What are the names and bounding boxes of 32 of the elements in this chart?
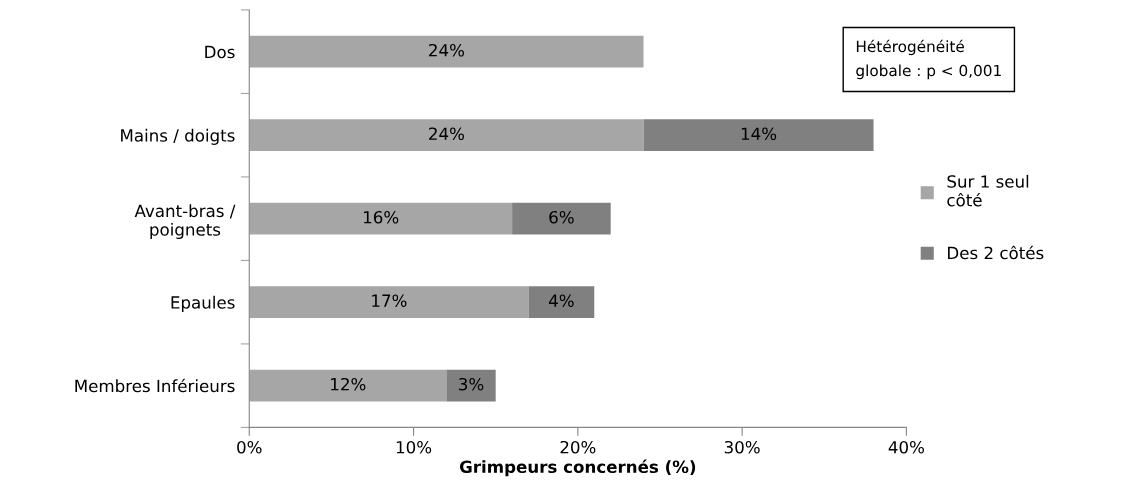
data-label: 3% — [459, 377, 484, 391]
annotation: Hétérogénéité globale : p < 0,001 — [856, 39, 1001, 80]
y-tick-label: Membres Inférieurs — [75, 378, 235, 393]
y-tick-label: Mains / doigts — [121, 128, 235, 145]
bar — [643, 119, 874, 152]
bar — [249, 119, 644, 152]
legend-label: Sur 1 seul côté — [947, 174, 1029, 207]
bar — [249, 286, 529, 319]
data-label: 24% — [429, 127, 464, 141]
y-tick-label: Epaules — [171, 295, 235, 312]
data-label: 16% — [364, 210, 399, 224]
data-label: 4% — [549, 294, 574, 308]
data-label: 24% — [429, 43, 464, 57]
data-label: 12% — [331, 377, 366, 391]
bar — [249, 369, 447, 402]
y-tick-label: Dos — [205, 45, 235, 59]
x-tick-label: 40% — [888, 440, 924, 454]
x-tick-label: 0% — [237, 440, 262, 454]
legend-label: Des 2 côtés — [948, 245, 1044, 260]
bar — [249, 35, 644, 68]
y-tick-label: Avant-bras / poignets — [134, 204, 236, 240]
data-label: 17% — [372, 294, 407, 308]
bar — [446, 369, 496, 402]
bar — [528, 286, 595, 319]
data-label: 14% — [741, 127, 777, 141]
x-tick-label: 30% — [724, 440, 760, 454]
data-label: 6% — [549, 210, 574, 224]
x-tick-label: 20% — [560, 440, 596, 454]
bar — [512, 202, 611, 235]
bar — [249, 202, 513, 235]
x-tick-label: 10% — [396, 440, 432, 454]
x-axis-title: Grimpeurs concernés (%) — [459, 459, 696, 477]
